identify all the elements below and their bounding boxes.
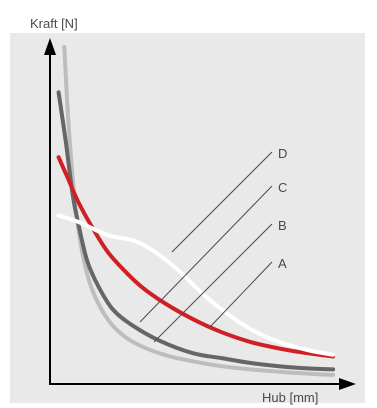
leader-line-b (153, 223, 273, 343)
label-leaders-layer (139, 151, 273, 343)
curves-layer (56, 45, 336, 377)
annotation-label-b: B (278, 218, 287, 233)
leader-line-d (171, 151, 273, 253)
annotation-label-a: A (278, 256, 287, 271)
x-axis-label: Hub [mm] (262, 390, 318, 405)
annotation-label-d: D (278, 146, 287, 161)
leader-line-c (139, 185, 273, 323)
annotation-label-c: C (278, 180, 287, 195)
series-line-d (56, 213, 336, 357)
y-axis-label: Kraft [N] (30, 16, 78, 31)
leader-line-a (209, 261, 273, 328)
y-axis-arrow (44, 38, 56, 55)
series-line-c (56, 155, 336, 359)
series-line-b (56, 90, 336, 372)
x-axis-arrow (339, 378, 356, 390)
